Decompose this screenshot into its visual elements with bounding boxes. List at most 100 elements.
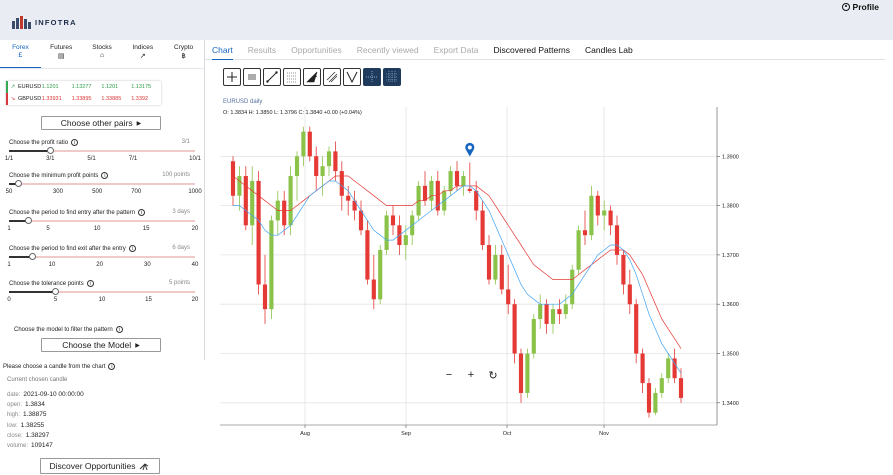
crosshair-icon [227,72,237,82]
info-icon[interactable]: i [71,139,79,146]
lines-icon [248,74,256,80]
candle-body [512,304,517,354]
slider-fill [9,291,56,293]
v-pattern-icon [346,71,358,83]
slider-thumb[interactable] [52,288,59,295]
choose-model-button[interactable]: Choose the Model ▶ [41,338,161,352]
reset-zoom-button[interactable]: ↻ [488,370,498,382]
slider-label: Choose the tolerance points i [9,280,94,287]
choose-pairs-button[interactable]: Choose other pairs ▶ [41,116,161,130]
candle-key: close: [7,432,23,439]
slider-track[interactable] [9,253,195,260]
candle-body [672,358,677,379]
pair-row-gbpusd[interactable]: ↘ GBPUSD 1.33931 1.33895 1.33885 1.3392 [6,93,161,105]
y-tick-label: 1.3900 [722,154,739,160]
info-icon[interactable]: i [108,363,116,370]
tab-opportunities[interactable]: Opportunities [291,44,342,55]
candle-body [499,254,504,290]
candle-body [294,156,300,177]
candle-body [269,220,274,310]
slider-value: 6 days [172,245,190,251]
tab-crypto[interactable]: Crypto ฿ [163,44,204,68]
fan-tool[interactable] [303,68,321,86]
candle-body [480,210,485,246]
chart-title: EURUSD daily [223,99,263,105]
channel-tool[interactable] [323,68,341,86]
user-icon [841,3,850,11]
slider-thumb[interactable] [46,147,54,154]
tab-chart[interactable]: Chart [212,40,233,60]
candle-body [467,188,472,191]
stocks-icon: ⌂ [99,52,105,59]
slider-track[interactable] [9,288,195,295]
y-tick-label: 1.3500 [722,352,739,358]
candlestick-chart[interactable]: 1.3400 1.3500 1.3600 1.3700 1.3800 1.3900 Aug S… [220,107,745,440]
tab-export-data[interactable]: Export Data [433,44,479,55]
info-icon[interactable]: i [138,209,146,216]
discover-opportunities-button[interactable]: Discover Opportunities [40,458,160,474]
tab-forex[interactable]: Forex £ [0,44,41,68]
candle-value: 1.38255 [20,421,45,429]
fib-retracement-tool[interactable] [283,68,301,86]
candle-body [378,249,383,300]
candle-prompt-text: Please choose a candle from the chart [3,363,106,370]
candle-body [243,176,248,226]
slider-tick-label: 700 [131,189,142,195]
slider-track[interactable] [9,217,195,224]
tab-discovered-patterns[interactable]: Discovered Patterns [493,44,571,55]
telescope-icon [140,462,149,470]
tab-indices[interactable]: Indices ↗ [122,44,163,68]
channel-icon [326,71,338,83]
tab-stocks[interactable]: Stocks ⌂ [82,44,123,68]
candle-body [595,195,600,216]
zoom-in-button[interactable]: + [467,369,475,381]
logo[interactable]: INFOTRA [12,16,77,29]
slider-label-text: Choose the profit ratio [9,139,69,146]
fan-icon [306,71,318,83]
info-icon[interactable]: i [115,326,123,333]
candle-body [550,309,556,324]
left-panel: Forex £ Futures ▤ Stocks ⌂ Indices ↗ Crypto ฿… [0,40,204,475]
slider-thumb[interactable] [25,217,33,224]
slider-track[interactable] [9,180,195,187]
slider-thumb[interactable] [15,180,23,187]
candle-body [563,304,568,315]
tab-label: Indices [132,44,154,51]
pair-value: 1.33895 [71,96,92,102]
slider-ticks: 50 300 500 700 1000 [0,189,204,197]
slider-3: Choose the period to find exit after the… [0,245,204,275]
info-icon[interactable]: i [101,172,109,179]
pair-row-eurusd[interactable]: ↗ EURUSD 1.1201 1.13277 1.1201 1.13175 [6,81,161,93]
candle-body [608,210,613,226]
zoom-controls: − + ↻ [443,369,499,382]
profile-label: Profile [852,2,879,12]
info-icon[interactable]: i [128,245,136,252]
slider-track[interactable] [9,147,195,154]
candle-body [422,185,428,201]
crosshair-tool[interactable] [223,68,241,86]
slider-tick-label: 3/1 [46,156,55,162]
grid-dots-tool[interactable] [363,68,381,86]
tab-recently-viewed[interactable]: Recently viewed [356,44,419,55]
slider-0: Choose the profit ratio i 3/1 1/1 3/1 5/1 7/… [0,139,204,169]
pattern-tool[interactable] [343,68,361,86]
logo-text: INFOTRA [35,18,77,27]
arrow-up-icon: ↗ [10,84,16,90]
zoom-out-button[interactable]: − [445,369,453,381]
info-icon[interactable]: i [86,280,94,287]
grid-tool[interactable] [383,68,401,86]
candle-row: low: 1.38255 [7,421,84,431]
trend-line-tool[interactable] [263,68,281,86]
slider-tick-label: 10 [98,297,106,303]
tab-candles-lab[interactable]: Candles Lab [585,44,633,55]
tab-results[interactable]: Results [247,44,277,55]
candle-key: open: [7,402,23,409]
candle-body [666,358,671,379]
slider-tick-label: 30 [144,262,151,268]
tab-futures[interactable]: Futures ▤ [41,44,82,68]
candle-body [358,210,364,231]
profile-menu[interactable]: Profile [841,2,879,12]
slider-thumb[interactable] [29,253,37,260]
slider-label: Choose the profit ratio i [9,139,79,146]
horizontal-line-tool[interactable] [243,68,261,86]
